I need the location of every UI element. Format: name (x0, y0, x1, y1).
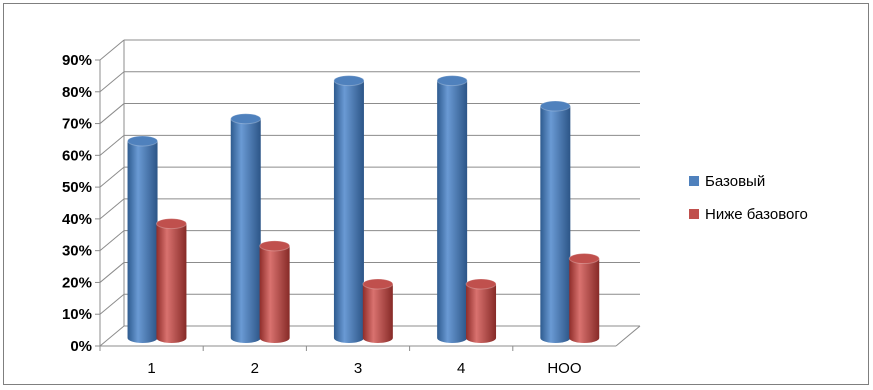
legend: Базовый Ниже базового (689, 173, 808, 223)
gridline-depth (99, 134, 125, 156)
bar-nizhe-bazovogo (465, 278, 497, 343)
y-tick-label: 70% (62, 116, 92, 133)
bar-body (466, 283, 497, 343)
bar-top (539, 100, 571, 112)
bar-body (333, 80, 364, 343)
gridline-depth (99, 39, 125, 61)
bar-top (436, 75, 468, 87)
bar-bazovyi (436, 75, 468, 343)
floor-right-edge (615, 325, 641, 347)
gridline-depth (99, 103, 125, 124)
bar-body (540, 106, 571, 344)
gridline-depth (99, 262, 125, 283)
x-category-label: 3 (354, 360, 362, 377)
bar-body (259, 245, 290, 343)
gridline-depth (99, 230, 125, 252)
legend-label: Ниже базового (705, 206, 808, 223)
bar-layer (127, 75, 600, 344)
y-tick-label: 80% (62, 84, 92, 101)
bar-top (230, 113, 262, 125)
y-tick-label: 90% (62, 52, 92, 69)
y-tick-label: 60% (62, 147, 92, 164)
bar-body (127, 140, 158, 343)
x-category-label: НОО (547, 360, 581, 377)
y-tick-label: 0% (70, 338, 92, 355)
x-category-label: 4 (457, 360, 465, 377)
bar-body (569, 258, 600, 343)
y-tick-label: 10% (62, 306, 92, 323)
bar-nizhe-bazovogo (362, 278, 394, 343)
axis-layer: 0% 10% 20% 30% 40% 50% 60% 70% 80% 90% 1 2 3 4 НОО (62, 52, 641, 377)
bar-top (259, 240, 291, 252)
gridline-depth (99, 198, 125, 220)
y-tick-label: 40% (62, 211, 92, 228)
bar-bazovyi (539, 100, 571, 344)
bar-top (155, 218, 187, 230)
legend-label: Базовый (705, 173, 765, 190)
bar-body (156, 223, 187, 343)
gridline-depth (99, 166, 125, 188)
x-category-label: 2 (251, 360, 259, 377)
bar-body (230, 118, 261, 343)
y-tick-label: 50% (62, 179, 92, 196)
x-category-label: 1 (147, 360, 155, 377)
y-tick-label: 30% (62, 243, 92, 260)
bar-body (362, 283, 393, 343)
gridline-depth (99, 293, 125, 315)
legend-swatch (689, 176, 699, 186)
bar-bazovyi (333, 75, 365, 343)
legend-swatch (689, 209, 699, 219)
bar-top (127, 135, 159, 147)
bar-top (362, 278, 394, 290)
gridline-depth (99, 325, 125, 347)
bar-body (437, 80, 468, 343)
bar-top (333, 75, 365, 87)
bar-nizhe-bazovogo (259, 240, 291, 343)
bar-nizhe-bazovogo (568, 253, 600, 343)
bar-bazovyi (230, 113, 262, 343)
bar-top (568, 253, 600, 265)
gridline-depth (99, 71, 125, 93)
y-tick-label: 20% (62, 274, 92, 291)
bar-bazovyi (127, 135, 159, 343)
bar-top (465, 278, 497, 290)
bar-nizhe-bazovogo (155, 218, 187, 343)
